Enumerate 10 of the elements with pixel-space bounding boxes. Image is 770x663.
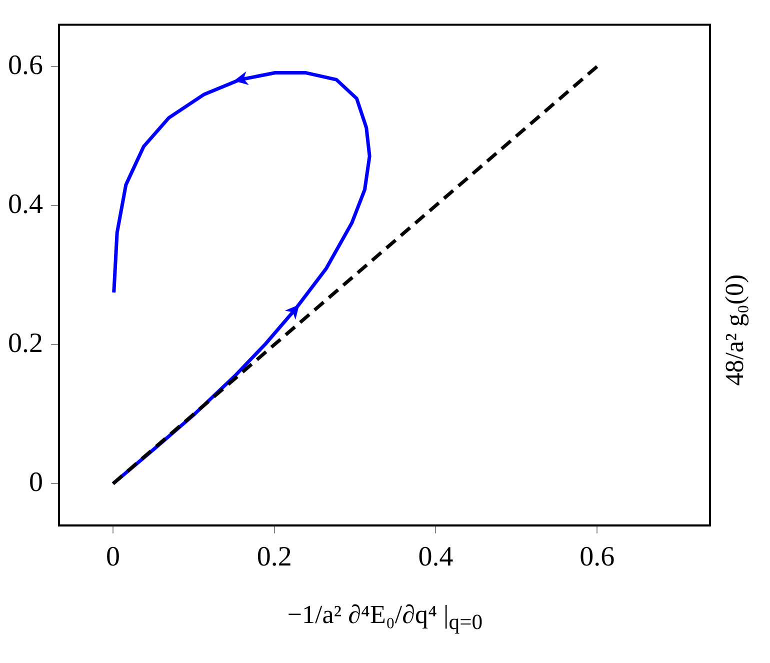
y-tick-label: 0.4 (8, 188, 43, 220)
y-tick-label: 0 (29, 467, 43, 498)
x-tick-label: 0 (106, 542, 120, 573)
x-tick-label: 0.2 (256, 542, 292, 573)
y-axis-title: 48/a² g₀(0) (720, 274, 750, 386)
x-tick-label: 0.4 (418, 542, 454, 573)
x-tick-label: 0.6 (580, 542, 615, 573)
y-tick-label: 0.6 (8, 50, 43, 81)
x-axis-title: −1/a² ∂⁴E₀/∂q⁴ |$_{q=0}$ (286, 600, 484, 636)
y-tick-label: 0.2 (8, 328, 43, 359)
